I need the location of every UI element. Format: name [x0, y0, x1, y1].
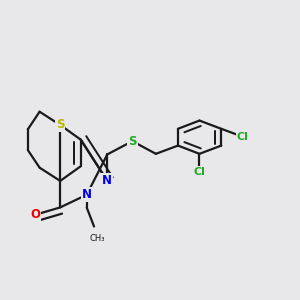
Text: N: N [102, 174, 112, 188]
Text: O: O [30, 208, 40, 221]
Text: S: S [56, 118, 64, 131]
Text: S: S [128, 135, 136, 148]
Text: Cl: Cl [237, 132, 249, 142]
Text: CH₃: CH₃ [89, 234, 105, 243]
Text: N: N [82, 188, 92, 201]
Text: Cl: Cl [194, 167, 206, 177]
